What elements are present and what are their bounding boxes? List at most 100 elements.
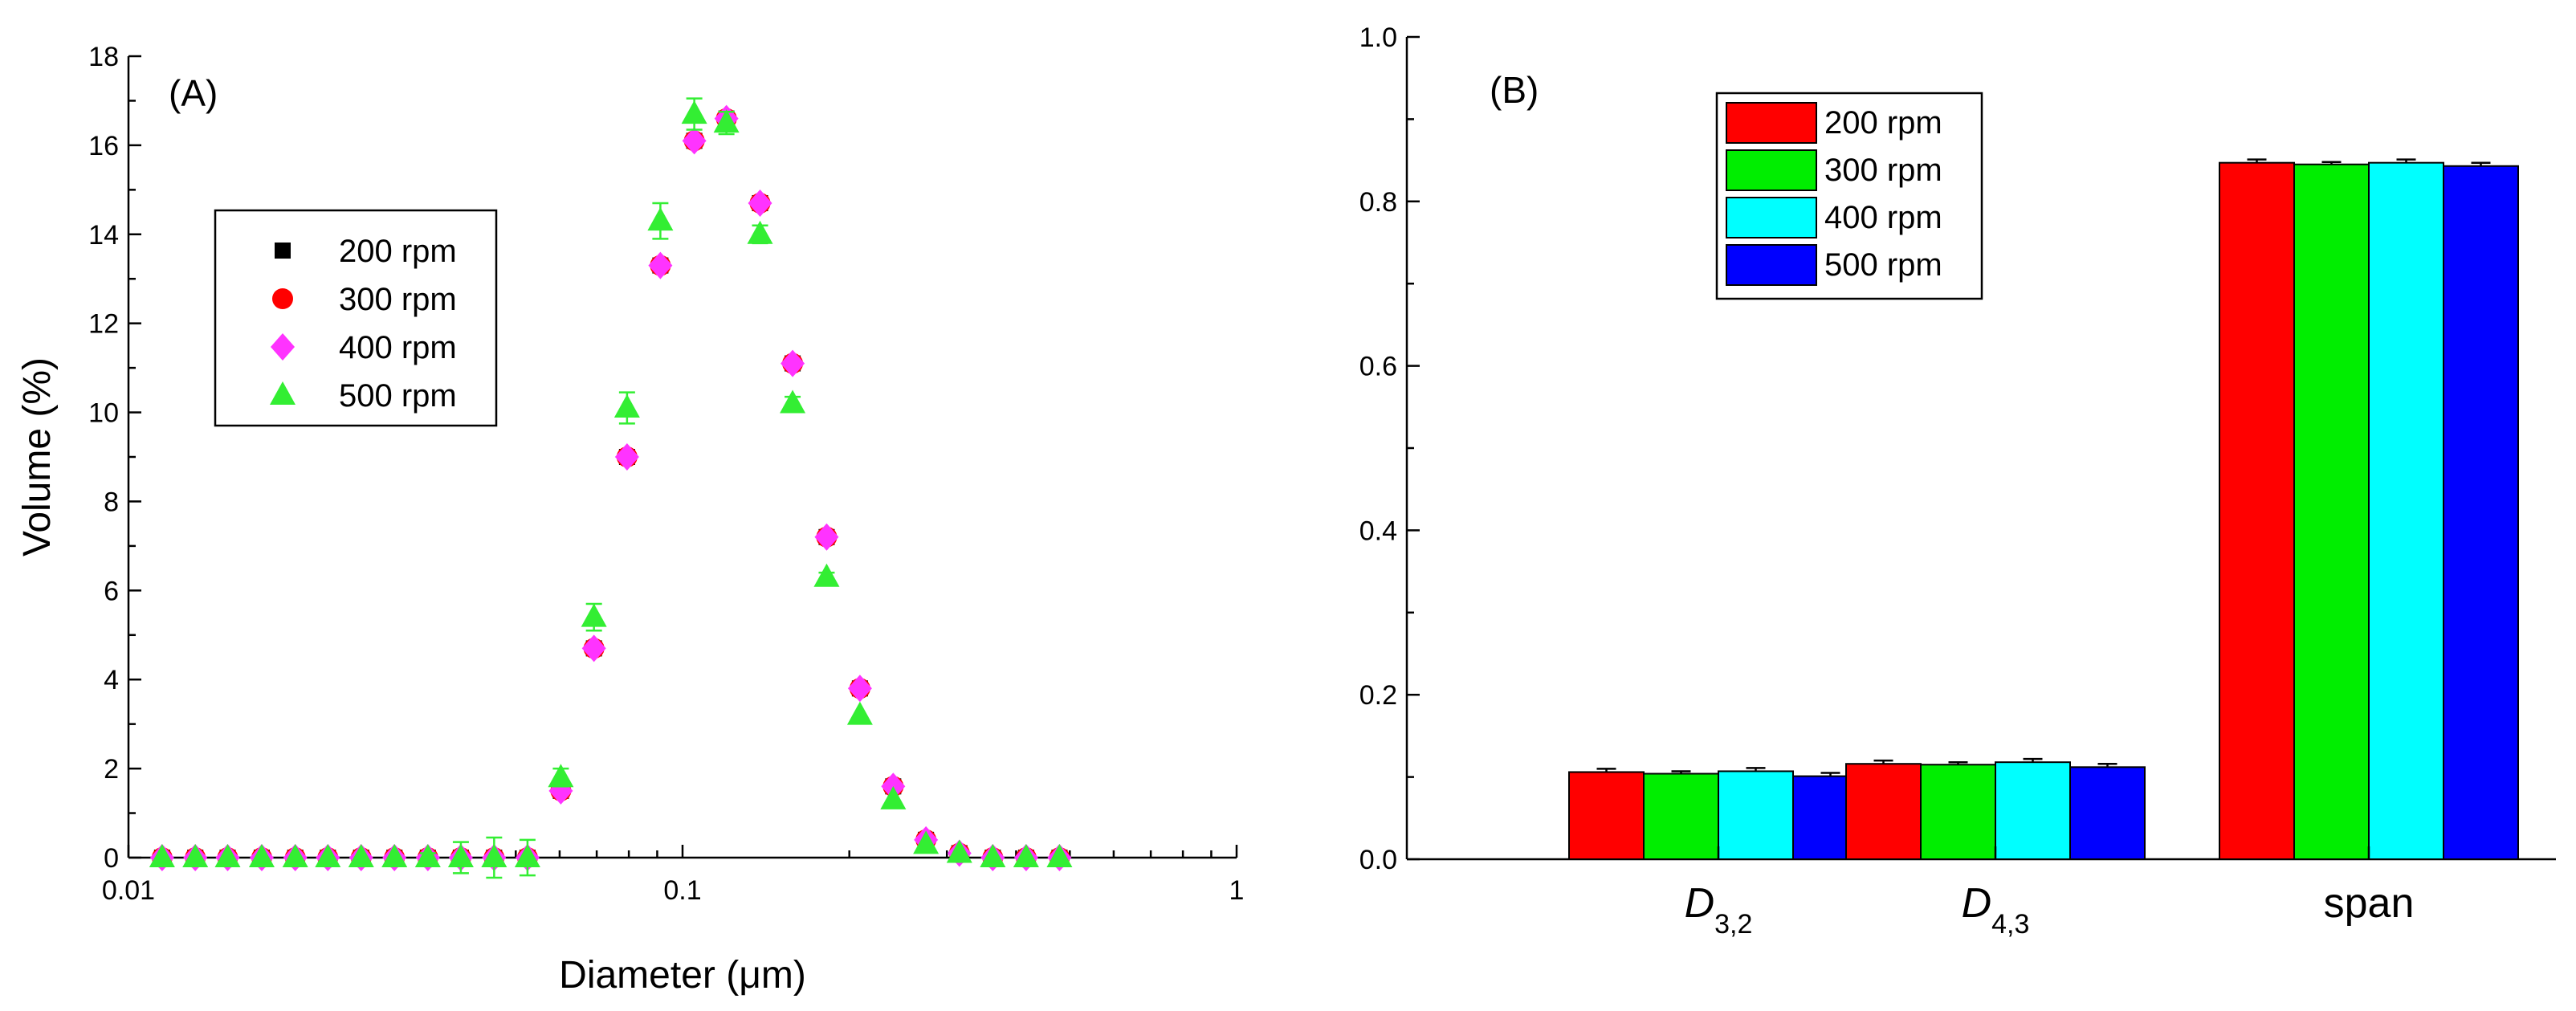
x-axis-title: Diameter (μm) — [559, 954, 806, 997]
data-point — [713, 109, 740, 133]
data-point — [282, 844, 308, 867]
data-point — [1013, 844, 1039, 867]
category-subscript: 4,3 — [1991, 909, 2029, 940]
y-tick-label: 0.0 — [1359, 845, 1397, 875]
category-label: D3,2 — [1685, 880, 1753, 940]
legend-a: 200 rpm 300 rpm 400 rpm 500 rpm — [214, 209, 498, 427]
bar — [2293, 163, 2370, 861]
data-point — [381, 844, 408, 867]
data-point — [182, 844, 209, 867]
y-tick-label: 12 — [88, 309, 119, 340]
data-point — [813, 563, 840, 587]
y-tick-label: 1.0 — [1359, 22, 1397, 53]
data-point — [1046, 844, 1073, 867]
bar — [2069, 766, 2146, 861]
legend-swatch — [1726, 197, 1817, 238]
data-point — [414, 844, 441, 867]
bar — [2219, 161, 2295, 860]
category-subscript: 3,2 — [1714, 909, 1752, 940]
y-tick-label: 16 — [88, 131, 119, 161]
bar — [2368, 161, 2444, 860]
category-main: D — [1685, 880, 1715, 927]
y-tick-label: 6 — [104, 576, 119, 606]
panel-label-a: (A) — [169, 72, 218, 114]
legend-marker — [272, 288, 293, 309]
data-point — [481, 844, 507, 867]
data-point — [613, 394, 640, 418]
data-point — [149, 844, 175, 867]
data-point — [946, 839, 972, 863]
data-point — [847, 675, 872, 703]
data-point — [447, 844, 474, 867]
legend-label: 500 rpm — [1824, 247, 1942, 283]
data-point — [814, 523, 839, 551]
data-point — [581, 634, 606, 662]
y-tick-label: 0.8 — [1359, 187, 1397, 218]
x-tick-label: 1 — [1229, 875, 1245, 906]
y-tick-label: 2 — [104, 754, 119, 785]
x-tick-label: 0.1 — [663, 875, 701, 906]
bar — [1568, 771, 1645, 860]
legend-marker — [271, 333, 295, 361]
legend-label: 200 rpm — [339, 234, 457, 269]
data-point — [747, 220, 773, 244]
y-tick-label: 0.6 — [1359, 352, 1397, 382]
y-tick-label: 14 — [88, 220, 119, 251]
data-point — [614, 443, 639, 471]
data-point — [548, 764, 574, 788]
series-500-rpm — [149, 97, 1073, 879]
y-tick-label: 0.4 — [1359, 516, 1397, 546]
bar — [1995, 761, 2071, 861]
bar — [1643, 773, 1719, 861]
y-tick-label: 18 — [88, 42, 119, 72]
legend-label: 500 rpm — [339, 378, 457, 414]
legend-label: 400 rpm — [339, 330, 457, 365]
data-point — [913, 830, 940, 854]
data-point — [348, 844, 374, 867]
legend-swatch — [1726, 149, 1817, 191]
data-point — [648, 251, 673, 279]
data-point — [514, 844, 540, 867]
data-point — [880, 785, 907, 809]
data-point — [682, 127, 707, 155]
x-tick-label: 0.01 — [102, 875, 155, 906]
data-point — [980, 844, 1006, 867]
legend-swatch — [1726, 244, 1817, 286]
data-point — [681, 100, 707, 124]
panel-label-b: (B) — [1490, 69, 1539, 111]
category-label: D4,3 — [1962, 880, 2030, 940]
bar — [1718, 770, 1794, 861]
legend-marker — [270, 381, 296, 405]
chart-a: 0 2 4 6 8 10 12 14 16 18 0.01 0.1 1 Diameter (μm) Volu… — [16, 42, 1244, 997]
legend-b: 200 rpm 300 rpm 400 rpm 500 rpm — [1715, 92, 1983, 300]
data-point — [581, 603, 607, 627]
legend-label: 200 rpm — [1824, 105, 1942, 141]
category-main: D — [1962, 880, 1992, 927]
y-tick-label: 10 — [88, 398, 119, 429]
bar — [1920, 764, 1996, 860]
data-point — [781, 349, 805, 377]
y-tick-label: 4 — [104, 665, 119, 695]
y-tick-label: 0 — [104, 843, 119, 874]
data-point — [647, 207, 674, 231]
legend-frame — [214, 209, 498, 427]
bar — [1845, 763, 1922, 860]
legend-label: 300 rpm — [339, 282, 457, 317]
y-tick-label: 8 — [104, 487, 119, 517]
data-point — [315, 844, 341, 867]
y-tick-label: 0.2 — [1359, 680, 1397, 711]
y-axis-title: Volume (%) — [16, 357, 59, 556]
category-label: span — [2324, 880, 2415, 927]
data-point — [214, 844, 241, 867]
data-point — [780, 389, 806, 414]
bar — [2443, 165, 2519, 860]
legend-swatch — [1726, 102, 1817, 144]
legend-label: 300 rpm — [1824, 153, 1942, 188]
legend-label: 400 rpm — [1824, 200, 1942, 235]
category-main: span — [2324, 880, 2415, 927]
data-point — [248, 844, 275, 867]
data-point — [846, 701, 873, 725]
data-point — [748, 189, 772, 217]
